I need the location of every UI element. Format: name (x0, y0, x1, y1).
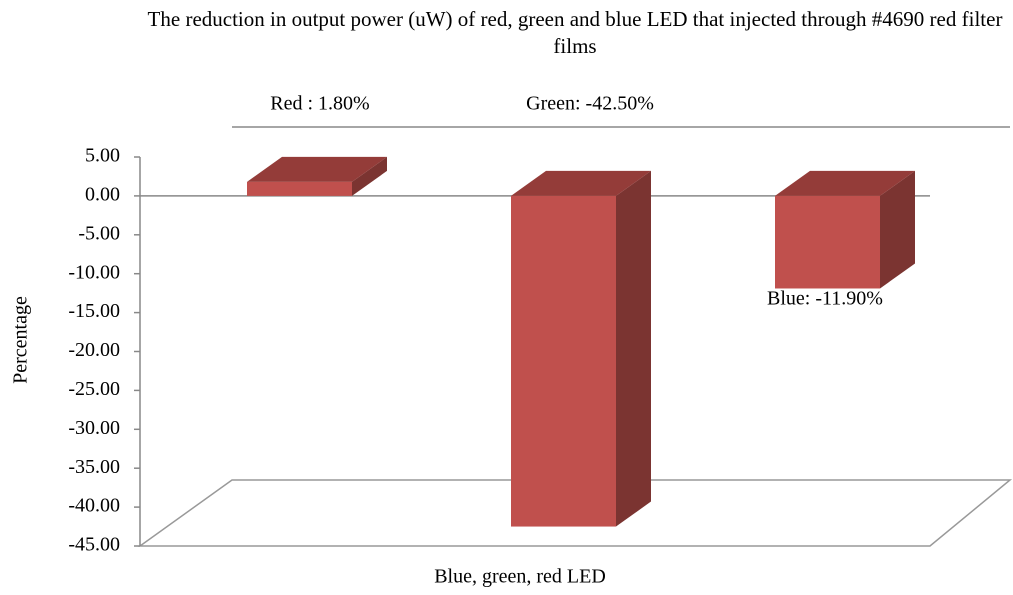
y-axis-label: Percentage (10, 296, 32, 384)
y-tick-label: -40.00 (68, 495, 120, 517)
data-label: Red : 1.80% (270, 93, 369, 115)
data-label: Blue: -11.90% (767, 288, 883, 310)
bar (775, 195, 880, 289)
bar-top (511, 170, 651, 196)
y-tick-label: -5.00 (78, 222, 120, 244)
y-tick-label: -20.00 (68, 339, 120, 361)
x-axis-label: Blue, green, red LED (434, 566, 606, 588)
bar-side (616, 170, 651, 527)
y-tick-label: 5.00 (85, 145, 120, 167)
y-tick-label: -30.00 (68, 417, 120, 439)
y-tick-label: -45.00 (68, 534, 120, 556)
bar-side (352, 156, 387, 196)
y-tick-label: -15.00 (68, 300, 120, 322)
y-tick-label: -35.00 (68, 456, 120, 478)
y-tick-label: 0.00 (85, 183, 120, 205)
bar-top (775, 170, 915, 196)
bar (247, 181, 352, 196)
data-label: Green: -42.50% (526, 93, 654, 115)
y-tick-label: -25.00 (68, 378, 120, 400)
y-tick-label: -10.00 (68, 261, 120, 283)
bar-side (880, 170, 915, 289)
chart-title: The reduction in output power (uW) of re… (147, 7, 1003, 58)
floor (137, 479, 1013, 547)
bar (511, 195, 616, 527)
bar-top (247, 156, 387, 182)
